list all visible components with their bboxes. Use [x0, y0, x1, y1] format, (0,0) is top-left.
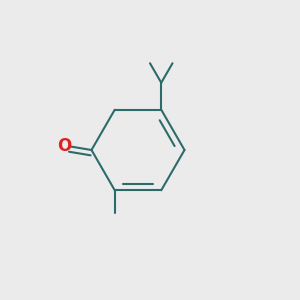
Text: O: O — [57, 137, 72, 155]
